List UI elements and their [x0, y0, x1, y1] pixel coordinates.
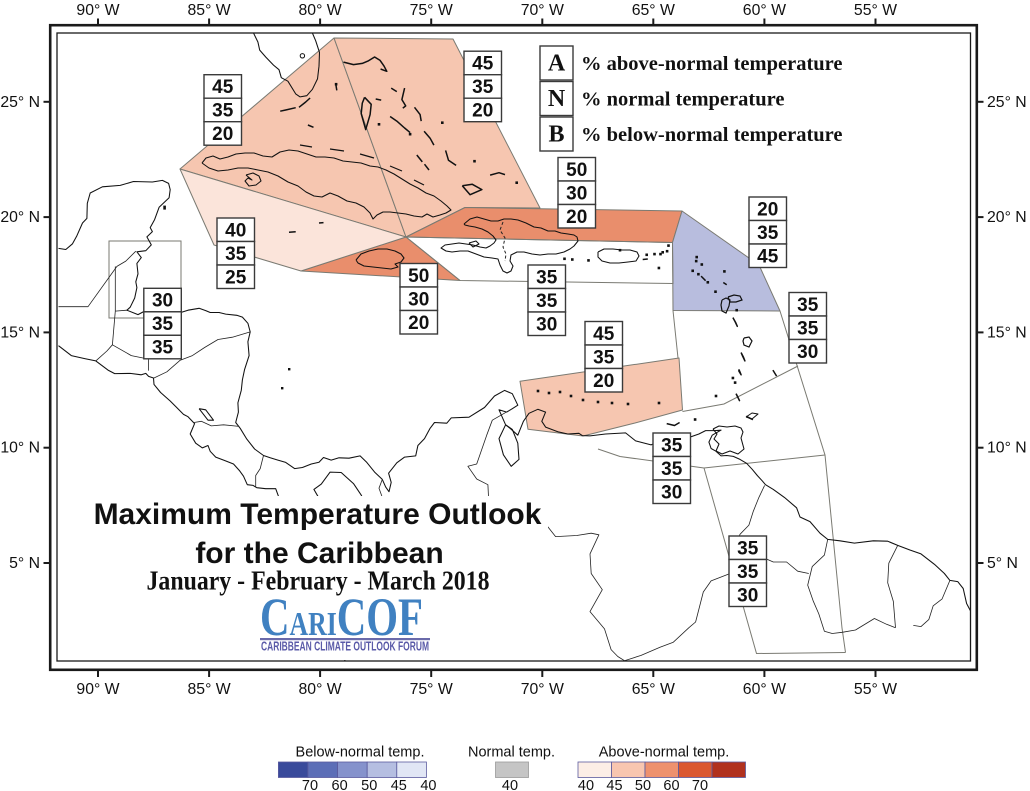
svg-text:5° N: 5° N — [987, 555, 1018, 572]
svg-text:55° W: 55° W — [854, 2, 897, 19]
svg-text:CARIBBEAN CLIMATE OUTLOOK FORU: CARIBBEAN CLIMATE OUTLOOK FORUM — [261, 640, 429, 654]
svg-text:40: 40 — [578, 778, 594, 791]
svg-text:70° W: 70° W — [521, 2, 564, 19]
svg-text:20° N: 20° N — [987, 209, 1027, 226]
svg-text:35: 35 — [593, 347, 615, 368]
svg-text:45: 45 — [472, 54, 494, 75]
svg-text:30: 30 — [797, 342, 818, 363]
svg-text:40: 40 — [502, 778, 518, 791]
svg-text:35: 35 — [212, 101, 234, 122]
svg-text:80° W: 80° W — [299, 2, 342, 19]
svg-text:35: 35 — [661, 435, 683, 456]
svg-text:85° W: 85° W — [188, 681, 231, 698]
svg-text:Above-normal temp.: Above-normal temp. — [599, 745, 730, 761]
svg-text:35: 35 — [536, 291, 558, 312]
svg-text:Maximum Temperature Outlook: Maximum Temperature Outlook — [94, 498, 542, 531]
svg-text:50: 50 — [635, 778, 651, 791]
svg-text:45: 45 — [212, 77, 234, 98]
svg-text:35: 35 — [737, 562, 759, 583]
svg-text:35: 35 — [661, 459, 683, 480]
svg-text:% below-normal temperature: % below-normal temperature — [581, 124, 843, 146]
svg-text:20: 20 — [472, 101, 493, 122]
svg-text:25° N: 25° N — [987, 94, 1027, 111]
svg-text:35: 35 — [737, 538, 759, 559]
svg-text:60° W: 60° W — [743, 2, 786, 19]
svg-text:70° W: 70° W — [521, 681, 564, 698]
svg-text:Below-normal temp.: Below-normal temp. — [296, 745, 425, 761]
svg-text:20° N: 20° N — [0, 209, 40, 226]
svg-text:January - February - March 201: January - February - March 2018 — [147, 566, 490, 596]
svg-text:25° N: 25° N — [0, 94, 40, 111]
svg-text:30: 30 — [408, 289, 429, 310]
svg-text:35: 35 — [797, 318, 819, 339]
svg-text:60: 60 — [332, 778, 348, 791]
svg-text:% normal temperature: % normal temperature — [581, 89, 784, 111]
svg-text:60° W: 60° W — [743, 681, 786, 698]
svg-text:65° W: 65° W — [632, 2, 675, 19]
svg-text:60: 60 — [663, 778, 679, 791]
svg-text:20: 20 — [757, 199, 778, 220]
svg-text:for the Caribbean: for the Caribbean — [195, 537, 443, 570]
svg-text:75° W: 75° W — [410, 681, 453, 698]
svg-text:80° W: 80° W — [299, 681, 342, 698]
svg-text:45: 45 — [757, 246, 779, 267]
svg-text:35: 35 — [472, 77, 494, 98]
svg-text:75° W: 75° W — [410, 2, 453, 19]
svg-text:% above-normal temperature: % above-normal temperature — [581, 53, 843, 75]
svg-text:35: 35 — [225, 244, 247, 265]
svg-text:30: 30 — [536, 314, 557, 335]
svg-text:30: 30 — [661, 482, 682, 503]
svg-text:10° N: 10° N — [0, 440, 40, 457]
svg-text:15° N: 15° N — [0, 324, 40, 341]
svg-text:85° W: 85° W — [188, 2, 231, 19]
svg-text:20: 20 — [408, 313, 429, 334]
svg-text:40: 40 — [225, 220, 246, 241]
svg-text:35: 35 — [536, 267, 558, 288]
svg-text:30: 30 — [566, 183, 587, 204]
svg-text:50: 50 — [566, 160, 587, 181]
svg-text:5° N: 5° N — [9, 555, 40, 572]
svg-text:70: 70 — [692, 778, 708, 791]
svg-text:50: 50 — [408, 266, 429, 287]
svg-text:45: 45 — [391, 778, 407, 791]
svg-text:A: A — [548, 51, 566, 77]
svg-text:90° W: 90° W — [76, 2, 119, 19]
svg-text:Normal temp.: Normal temp. — [468, 745, 555, 761]
svg-text:CARICOF: CARICOF — [260, 587, 423, 647]
svg-text:90° W: 90° W — [76, 681, 119, 698]
svg-text:35: 35 — [152, 338, 174, 359]
svg-text:40: 40 — [420, 778, 436, 791]
svg-text:N: N — [548, 86, 566, 112]
svg-text:55° W: 55° W — [854, 681, 897, 698]
svg-text:25: 25 — [225, 267, 247, 288]
svg-text:35: 35 — [757, 223, 779, 244]
svg-text:35: 35 — [797, 295, 819, 316]
svg-text:B: B — [548, 122, 564, 148]
svg-text:30: 30 — [737, 585, 758, 606]
svg-text:45: 45 — [606, 778, 622, 791]
svg-text:10° N: 10° N — [987, 440, 1027, 457]
svg-text:35: 35 — [152, 314, 174, 335]
svg-text:30: 30 — [152, 291, 173, 312]
svg-text:65° W: 65° W — [632, 681, 675, 698]
svg-text:20: 20 — [566, 207, 587, 228]
svg-text:20: 20 — [593, 371, 614, 392]
svg-text:15° N: 15° N — [987, 324, 1027, 341]
svg-text:50: 50 — [361, 778, 377, 791]
svg-text:45: 45 — [593, 324, 615, 345]
svg-text:20: 20 — [212, 124, 233, 145]
svg-text:70: 70 — [302, 778, 318, 791]
